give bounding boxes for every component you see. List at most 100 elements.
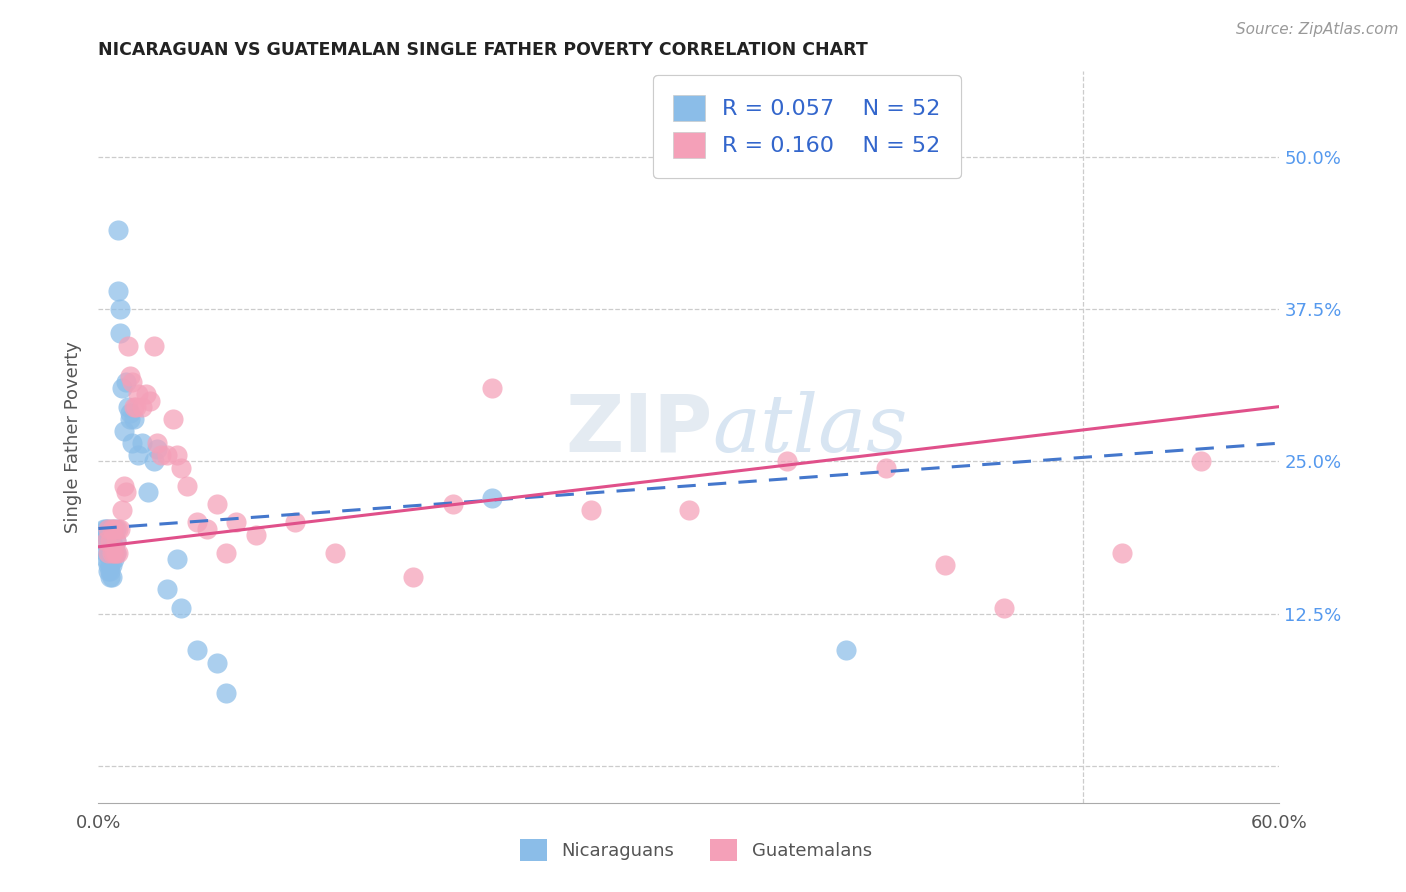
Point <box>103 546 125 560</box>
Point <box>101 533 124 548</box>
Point <box>402 570 425 584</box>
Point <box>146 436 169 450</box>
Point <box>122 412 145 426</box>
Point <box>186 643 208 657</box>
Point <box>142 339 165 353</box>
Point <box>101 521 124 535</box>
Point <box>146 442 169 457</box>
Point <box>97 546 120 560</box>
Point <box>103 521 125 535</box>
Point <box>136 485 159 500</box>
Point <box>481 491 503 505</box>
Text: ZIP: ZIP <box>565 391 713 469</box>
Point <box>170 460 193 475</box>
Point <box>115 485 138 500</box>
Point <box>142 454 165 468</box>
Point <box>118 412 141 426</box>
Point <box>205 497 228 511</box>
Point <box>108 521 131 535</box>
Point <box>101 558 124 573</box>
Legend: Nicaraguans, Guatemalans: Nicaraguans, Guatemalans <box>510 830 882 870</box>
Point <box>1111 546 1133 560</box>
Point <box>205 656 228 670</box>
Point <box>112 424 135 438</box>
Point <box>127 449 149 463</box>
Point <box>323 546 346 560</box>
Point <box>135 387 157 401</box>
Point <box>215 686 238 700</box>
Point <box>117 400 139 414</box>
Point <box>993 600 1015 615</box>
Point <box>107 521 129 535</box>
Point <box>776 454 799 468</box>
Point <box>105 521 128 535</box>
Point <box>107 223 129 237</box>
Point <box>441 497 464 511</box>
Legend: R = 0.057    N = 52, R = 0.160    N = 52: R = 0.057 N = 52, R = 0.160 N = 52 <box>654 75 960 178</box>
Point <box>186 516 208 530</box>
Point <box>215 546 238 560</box>
Text: Source: ZipAtlas.com: Source: ZipAtlas.com <box>1236 22 1399 37</box>
Point <box>195 521 218 535</box>
Point <box>97 546 120 560</box>
Point <box>166 449 188 463</box>
Point <box>156 449 179 463</box>
Point <box>105 533 128 548</box>
Point <box>170 600 193 615</box>
Point <box>98 558 121 573</box>
Point <box>108 301 131 317</box>
Point <box>93 521 115 535</box>
Point <box>101 570 124 584</box>
Point <box>131 436 153 450</box>
Point <box>96 546 118 560</box>
Point <box>93 533 115 548</box>
Point <box>101 546 124 560</box>
Point <box>98 533 121 548</box>
Point <box>101 546 124 560</box>
Point <box>284 516 307 530</box>
Point <box>105 546 128 560</box>
Point <box>101 521 124 535</box>
Point <box>875 460 897 475</box>
Point <box>121 376 143 390</box>
Point <box>118 369 141 384</box>
Point <box>103 552 125 566</box>
Point <box>97 521 120 535</box>
Point <box>111 503 134 517</box>
Point <box>111 381 134 395</box>
Point <box>105 546 128 560</box>
Point <box>122 400 145 414</box>
Point <box>98 546 121 560</box>
Point <box>481 381 503 395</box>
Point <box>98 533 121 548</box>
Point <box>150 449 173 463</box>
Point <box>125 400 148 414</box>
Point <box>934 558 956 573</box>
Point <box>98 570 121 584</box>
Y-axis label: Single Father Poverty: Single Father Poverty <box>63 341 82 533</box>
Point <box>98 564 121 578</box>
Point <box>107 546 129 560</box>
Text: NICARAGUAN VS GUATEMALAN SINGLE FATHER POVERTY CORRELATION CHART: NICARAGUAN VS GUATEMALAN SINGLE FATHER P… <box>98 41 868 59</box>
Point <box>108 326 131 341</box>
Point <box>579 503 602 517</box>
Point <box>118 406 141 420</box>
Point <box>105 533 128 548</box>
Point <box>156 582 179 597</box>
Point <box>1189 454 1212 468</box>
Point <box>835 643 858 657</box>
Point <box>97 533 120 548</box>
Text: atlas: atlas <box>713 391 908 468</box>
Point <box>103 546 125 560</box>
Point <box>121 436 143 450</box>
Point <box>138 393 160 408</box>
Point <box>97 564 120 578</box>
Point <box>112 479 135 493</box>
Point <box>96 521 118 535</box>
Point <box>96 533 118 548</box>
Point <box>97 521 120 535</box>
Point <box>96 552 118 566</box>
Point <box>176 479 198 493</box>
Point <box>107 284 129 298</box>
Point <box>166 552 188 566</box>
